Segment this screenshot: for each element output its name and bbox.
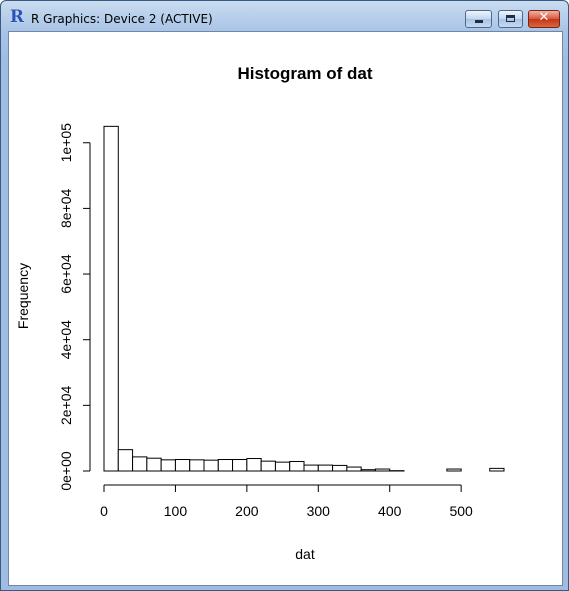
histogram-bar [232,459,248,472]
histogram-bar [317,464,334,472]
histogram-bar [360,469,376,472]
histogram-bar [103,125,119,472]
histogram-bars [103,125,505,472]
histogram-bar [260,460,276,472]
close-button[interactable]: ✕ [528,10,560,28]
histogram-bar [160,459,176,472]
x-tick-label: 500 [449,503,473,519]
minimize-icon [475,20,483,23]
x-tick-label: 0 [100,503,108,519]
histogram-bar [346,466,362,472]
window-title: R Graphics: Device 2 (ACTIVE) [31,12,213,26]
title-bar[interactable]: R R Graphics: Device 2 (ACTIVE) ✕ [1,1,568,31]
histogram-bar [289,460,305,472]
histogram-bar [303,464,319,472]
x-tick-label: 100 [164,503,188,519]
histogram-bar [217,459,234,472]
x-axis: 0 100 200 300 400 500 [100,484,473,519]
histogram-bar [489,467,505,472]
histogram-bar [146,457,162,472]
x-tick-label: 400 [378,503,402,519]
histogram-bar [117,449,134,472]
histogram-bar [374,468,391,472]
histogram-bar [203,459,219,472]
histogram-bar [446,468,462,472]
histogram-chart: Histogram of dat dat Frequency 0 100 200 30… [15,64,505,562]
close-icon: ✕ [538,10,550,25]
y-tick-label: 4e+04 [58,320,74,360]
histogram-bar [246,458,262,472]
chart-title: Histogram of dat [237,64,372,83]
histogram-bar [274,461,291,472]
plot-area: Histogram of dat dat Frequency 0 100 200 30… [8,31,563,586]
r-logo-icon: R [9,7,25,27]
y-tick-label: 8e+04 [58,189,74,229]
maximize-icon [506,15,515,22]
x-axis-label: dat [295,546,315,562]
histogram-bar [189,459,205,472]
y-tick-label: 0e+00 [58,451,74,491]
histogram-bar [174,459,191,472]
x-tick-label: 300 [307,503,331,519]
y-tick-label: 6e+04 [58,254,74,294]
histogram-bar [332,464,348,472]
histogram-bar [132,456,148,472]
minimize-button[interactable] [465,10,492,28]
y-axis: 0e+00 2e+04 4e+04 6e+04 8e+04 1e+05 [58,123,91,491]
y-axis-label: Frequency [15,263,31,329]
maximize-button[interactable] [498,10,523,28]
y-tick-label: 2e+04 [58,385,74,425]
x-tick-label: 200 [235,503,259,519]
y-tick-label: 1e+05 [58,123,74,163]
